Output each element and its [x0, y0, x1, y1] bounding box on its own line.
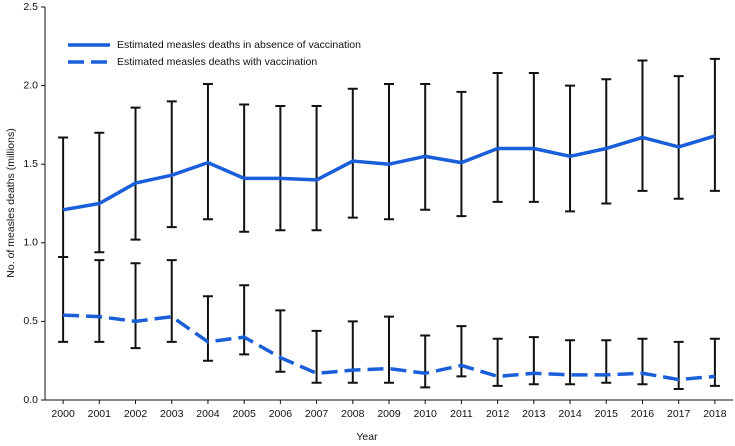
- x-tick-label: 2015: [595, 408, 619, 420]
- series-line: [63, 313, 716, 382]
- error-bar: [311, 329, 322, 384]
- y-axis-label: No. of measles deaths (millions): [5, 128, 17, 277]
- error-bar: [202, 83, 213, 221]
- y-tick-label: 1.5: [23, 158, 38, 170]
- x-tick-label: 2005: [232, 408, 256, 420]
- x-tick-label: 2004: [196, 408, 220, 420]
- error-bar: [528, 336, 539, 386]
- error-bar: [166, 259, 177, 343]
- error-bar: [637, 59, 648, 192]
- error-bar: [709, 57, 720, 192]
- x-tick-label: 2010: [414, 408, 438, 420]
- error-bar: [456, 90, 467, 218]
- error-bar: [239, 103, 250, 233]
- x-tick-label: 2001: [88, 408, 112, 420]
- error-bar: [528, 72, 539, 203]
- error-bar: [637, 337, 648, 386]
- error-bar: [130, 106, 141, 241]
- error-bar: [420, 83, 431, 211]
- error-bar: [347, 320, 358, 384]
- error-bar: [492, 72, 503, 203]
- x-tick-label: 2006: [269, 408, 293, 420]
- y-tick-label: 2.5: [23, 1, 38, 13]
- x-tick-label: 2014: [558, 408, 582, 420]
- error-bar: [58, 255, 69, 343]
- error-bar: [311, 105, 322, 232]
- series-line: [62, 134, 716, 212]
- y-tick-label: 1.0: [23, 237, 38, 249]
- x-tick-label: 2007: [305, 408, 329, 420]
- legend-label: Estimated measles deaths in absence of v…: [117, 39, 361, 51]
- x-tick-label: 2008: [341, 408, 365, 420]
- x-axis-label: Year: [356, 431, 378, 443]
- error-bar: [347, 87, 358, 219]
- x-tick-label: 2003: [160, 408, 184, 420]
- error-bar: [166, 100, 177, 229]
- x-tick-label: 2009: [377, 408, 401, 420]
- error-bar: [275, 105, 286, 232]
- error-bar: [673, 75, 684, 200]
- x-tick-label: 2002: [124, 408, 148, 420]
- error-bar: [709, 337, 720, 387]
- error-bar: [94, 131, 105, 254]
- y-tick-label: 0.0: [23, 394, 38, 406]
- error-bar: [384, 315, 394, 384]
- x-tick-label: 2013: [522, 408, 546, 420]
- y-tick-label: 2.0: [23, 79, 38, 91]
- error-bar: [420, 334, 431, 389]
- error-bar: [456, 325, 467, 378]
- error-bar: [384, 83, 394, 221]
- error-bar: [275, 309, 286, 373]
- y-tick-label: 0.5: [23, 315, 38, 327]
- error-bar: [565, 339, 576, 386]
- error-bar: [130, 262, 141, 350]
- error-bar: [239, 284, 250, 356]
- legend-label: Estimated measles deaths with vaccinatio…: [117, 56, 317, 68]
- x-tick-label: 2017: [667, 408, 691, 420]
- error-bar: [673, 340, 684, 390]
- error-bar: [601, 78, 612, 205]
- x-tick-label: 2016: [631, 408, 655, 420]
- error-bar: [492, 337, 503, 387]
- x-tick-label: 2012: [486, 408, 510, 420]
- x-tick-label: 2018: [703, 408, 727, 420]
- x-tick-label: 2000: [51, 408, 75, 420]
- error-bar: [94, 259, 105, 343]
- error-bar: [58, 136, 69, 258]
- error-bar: [202, 295, 213, 362]
- error-bar: [565, 84, 576, 213]
- x-tick-label: 2011: [450, 408, 473, 420]
